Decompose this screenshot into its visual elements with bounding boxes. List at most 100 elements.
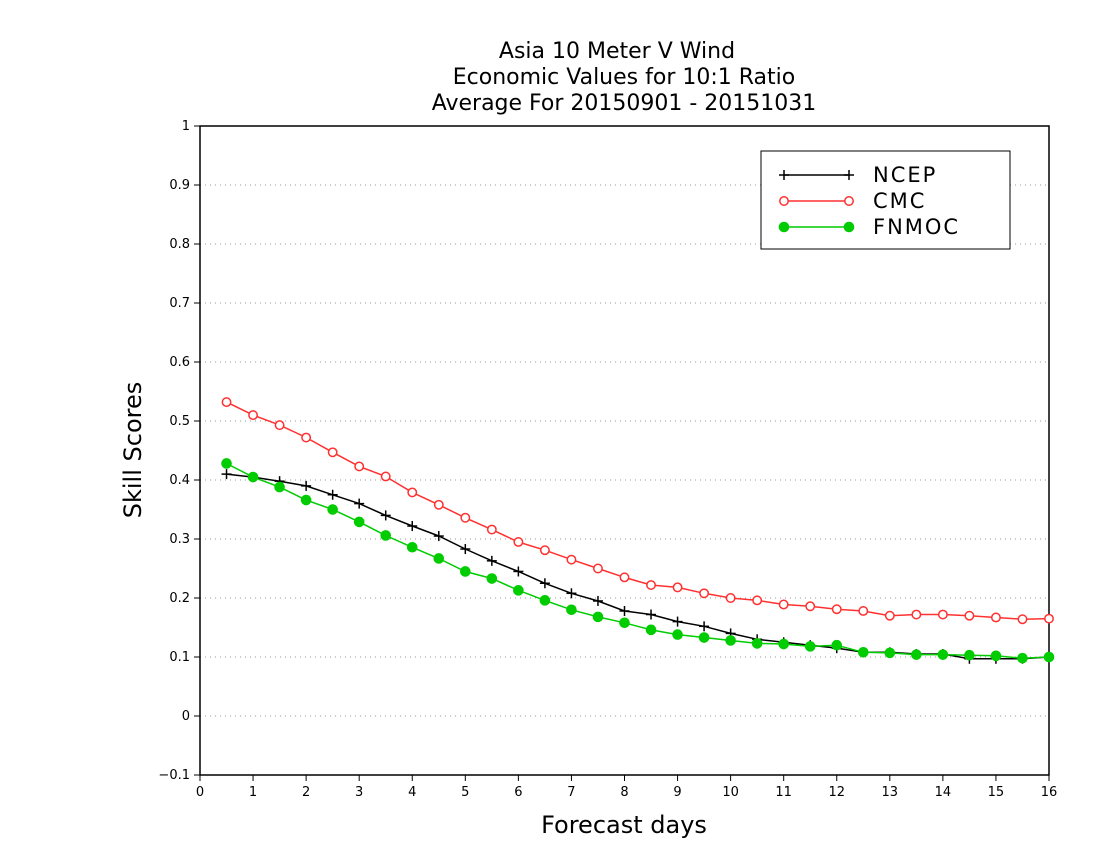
x-tick-label: 4 (408, 785, 416, 800)
data-point-fnmoc (513, 585, 524, 596)
chart-title: Asia 10 Meter V Wind (499, 39, 735, 64)
data-point-ncep (646, 609, 657, 620)
data-point-fnmoc (274, 481, 285, 493)
data-point-ncep (592, 595, 603, 606)
data-point-fnmoc (884, 647, 896, 659)
data-point-cmc (1044, 613, 1054, 624)
legend-marker-ncep (779, 170, 789, 180)
data-point-cmc (937, 609, 948, 620)
legend-marker-ncep (844, 170, 854, 180)
data-point-ncep (486, 555, 497, 566)
y-tick-label: 0.2 (169, 591, 190, 606)
data-point-fnmoc (353, 516, 365, 528)
data-point-fnmoc (937, 649, 949, 660)
x-tick-label: 7 (567, 785, 575, 800)
data-point-fnmoc (645, 624, 657, 636)
series-fnmoc (221, 458, 1055, 664)
data-point-fnmoc (698, 632, 710, 643)
data-point-fnmoc (566, 604, 577, 616)
x-tick-label: 9 (673, 785, 681, 800)
data-point-fnmoc (221, 458, 232, 469)
data-point-ncep (301, 480, 312, 491)
data-point-fnmoc (433, 553, 445, 564)
data-point-fnmoc (327, 504, 338, 515)
data-point-cmc (274, 420, 285, 431)
legend-marker-cmc (779, 196, 789, 206)
x-tick-label: 11 (775, 785, 792, 800)
data-point-ncep (354, 498, 365, 509)
data-point-fnmoc (619, 617, 630, 629)
y-axis-label: Skill Scores (119, 382, 147, 519)
series-line-ncep (226, 473, 1050, 660)
data-point-ncep (566, 588, 577, 599)
data-point-cmc (672, 582, 683, 593)
data-point-fnmoc (725, 635, 736, 646)
y-tick-label: 0.1 (169, 650, 190, 665)
x-tick-label: 1 (249, 785, 257, 800)
legend-box (760, 150, 1011, 250)
data-point-ncep (327, 489, 338, 500)
data-point-ncep (699, 621, 710, 632)
x-tick-label: 0 (196, 785, 204, 800)
plot-frame (199, 125, 1050, 776)
y-tick-label: 0.7 (169, 296, 190, 311)
data-point-cmc (221, 397, 232, 408)
data-point-ncep (460, 544, 471, 555)
data-point-cmc (327, 447, 338, 458)
data-point-cmc (699, 588, 710, 599)
data-point-fnmoc (964, 649, 975, 661)
data-point-fnmoc (486, 573, 498, 584)
data-point-cmc (566, 554, 577, 565)
data-point-cmc (990, 612, 1001, 623)
data-point-cmc (725, 593, 736, 603)
legend-marker-fnmoc (843, 221, 855, 233)
series-cmc (221, 397, 1054, 625)
data-point-cmc (460, 512, 471, 523)
data-point-fnmoc (380, 530, 392, 541)
x-tick-label: 8 (620, 785, 628, 800)
data-point-fnmoc (831, 639, 843, 651)
data-point-fnmoc (751, 638, 763, 649)
data-point-cmc (539, 545, 550, 556)
y-tick-label: 0.4 (169, 473, 190, 488)
legend-marks (778, 170, 855, 233)
data-point-cmc (433, 499, 444, 510)
chart-subtitle-2: Average For 20150901 - 20151031 (432, 91, 817, 116)
y-tick-label: 0.9 (169, 178, 190, 193)
data-point-cmc (805, 601, 816, 612)
data-point-fnmoc (804, 641, 816, 652)
series-group (221, 397, 1055, 664)
data-point-fnmoc (247, 471, 259, 483)
y-tick-label: 0.8 (169, 237, 190, 252)
x-tick-label: 2 (302, 785, 310, 800)
data-point-fnmoc (1017, 652, 1028, 664)
data-point-cmc (831, 604, 842, 615)
legend-label-fnmoc: FNMOC (873, 215, 960, 239)
data-point-cmc (513, 537, 524, 547)
data-point-fnmoc (672, 629, 683, 640)
data-point-cmc (964, 610, 975, 621)
series-line-fnmoc (226, 462, 1050, 659)
y-tick-label: 0.3 (169, 532, 190, 547)
data-point-cmc (911, 609, 922, 620)
data-point-ncep (672, 616, 683, 627)
y-tick-label: 1 (182, 119, 190, 134)
data-point-fnmoc (857, 646, 869, 658)
x-tick-label: 14 (935, 785, 952, 800)
series-line-cmc (226, 401, 1050, 620)
data-point-fnmoc (460, 566, 471, 577)
data-point-cmc (778, 599, 789, 610)
data-point-cmc (858, 606, 869, 616)
data-point-ncep (539, 578, 550, 589)
data-point-ncep (380, 510, 391, 521)
data-point-fnmoc (778, 638, 789, 650)
data-point-fnmoc (1043, 651, 1055, 663)
data-point-cmc (646, 580, 656, 590)
legend: NCEP CMC FNMOC (760, 150, 1011, 250)
y-tick-label: 0 (182, 709, 190, 724)
x-tick-label: 13 (882, 785, 899, 800)
x-tick-label: 15 (988, 785, 1005, 800)
data-point-cmc (354, 461, 365, 472)
chart-subtitle-1: Economic Values for 10:1 Ratio (453, 65, 795, 90)
x-tick-label: 5 (461, 785, 469, 800)
